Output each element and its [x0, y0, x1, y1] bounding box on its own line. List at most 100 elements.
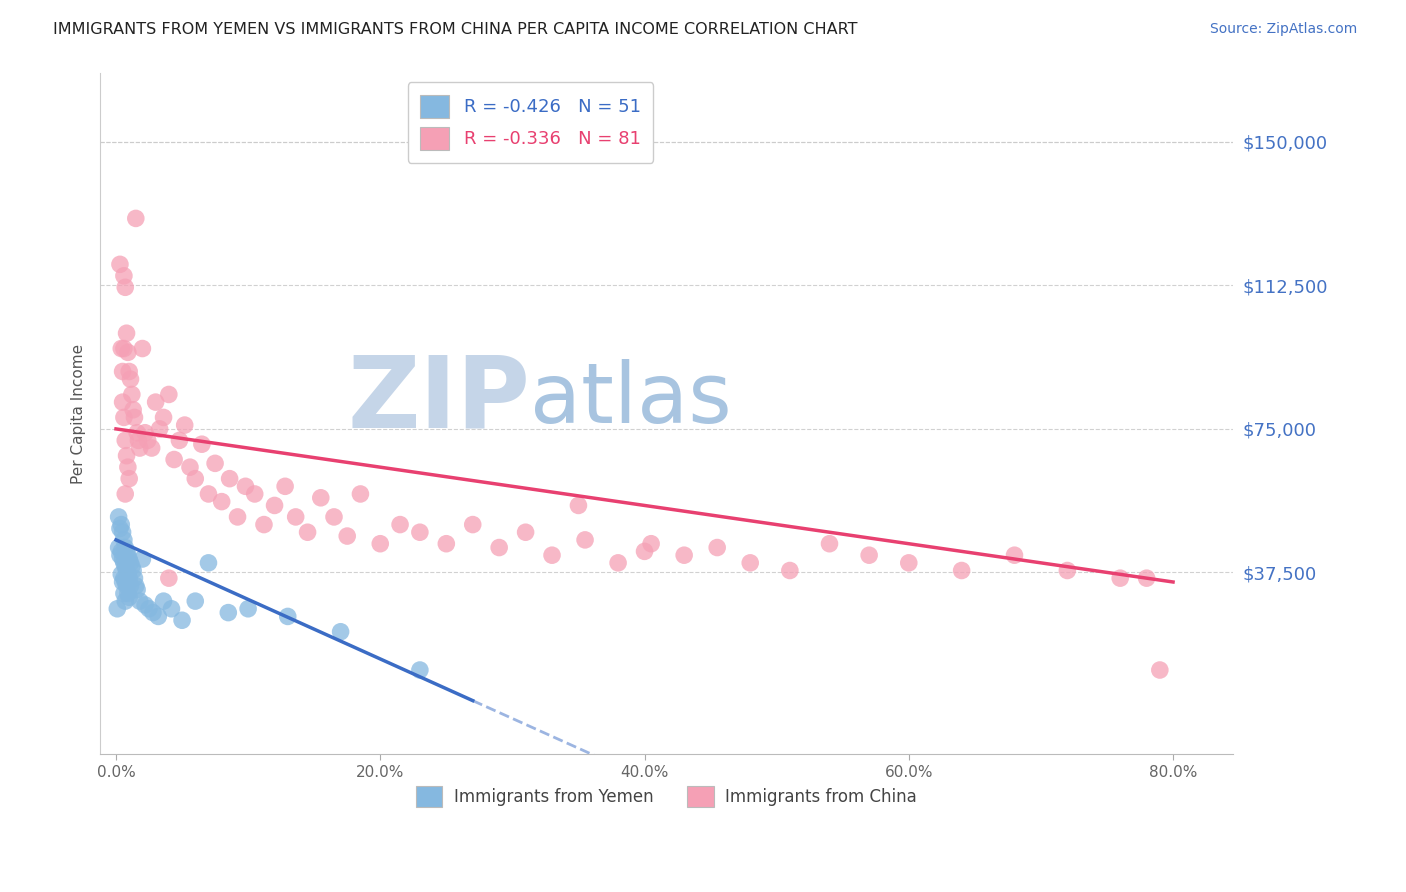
Point	[117, 586, 139, 600]
Point	[134, 425, 156, 440]
Point	[740, 556, 762, 570]
Point	[1056, 564, 1078, 578]
Point	[125, 211, 148, 226]
Point	[112, 268, 135, 283]
Point	[118, 571, 141, 585]
Point	[633, 544, 655, 558]
Point	[409, 525, 432, 540]
Text: atlas: atlas	[530, 359, 733, 441]
Point	[157, 387, 180, 401]
Point	[142, 606, 165, 620]
Point	[120, 372, 142, 386]
Point	[277, 609, 299, 624]
Point	[114, 559, 136, 574]
Point	[263, 499, 285, 513]
Point	[950, 564, 973, 578]
Point	[108, 257, 131, 271]
Point	[211, 494, 233, 508]
Point	[1109, 571, 1132, 585]
Point	[673, 548, 696, 562]
Point	[1136, 571, 1159, 585]
Point	[253, 517, 276, 532]
Point	[111, 574, 134, 589]
Point	[640, 537, 662, 551]
Text: Source: ZipAtlas.com: Source: ZipAtlas.com	[1209, 22, 1357, 37]
Point	[110, 342, 132, 356]
Point	[818, 537, 841, 551]
Point	[114, 280, 136, 294]
Point	[114, 574, 136, 589]
Point	[184, 594, 207, 608]
Point	[204, 456, 226, 470]
Point	[115, 564, 138, 578]
Point	[112, 556, 135, 570]
Point	[111, 364, 134, 378]
Point	[121, 387, 143, 401]
Point	[110, 517, 132, 532]
Point	[117, 345, 139, 359]
Text: ZIP: ZIP	[347, 351, 530, 449]
Point	[349, 487, 371, 501]
Point	[858, 548, 880, 562]
Point	[134, 598, 156, 612]
Point	[111, 395, 134, 409]
Point	[197, 487, 219, 501]
Point	[145, 395, 167, 409]
Point	[607, 556, 630, 570]
Point	[122, 402, 145, 417]
Point	[111, 552, 134, 566]
Point	[197, 556, 219, 570]
Point	[124, 410, 146, 425]
Point	[706, 541, 728, 555]
Point	[122, 564, 145, 578]
Point	[1149, 663, 1171, 677]
Point	[117, 567, 139, 582]
Point	[118, 591, 141, 605]
Legend: Immigrants from Yemen, Immigrants from China: Immigrants from Yemen, Immigrants from C…	[409, 780, 924, 814]
Point	[243, 487, 266, 501]
Point	[112, 586, 135, 600]
Point	[120, 556, 142, 570]
Point	[114, 487, 136, 501]
Point	[108, 521, 131, 535]
Point	[115, 449, 138, 463]
Point	[125, 579, 148, 593]
Point	[897, 556, 920, 570]
Point	[389, 517, 412, 532]
Point	[274, 479, 297, 493]
Point	[191, 437, 214, 451]
Point	[112, 533, 135, 547]
Point	[114, 594, 136, 608]
Point	[117, 460, 139, 475]
Text: IMMIGRANTS FROM YEMEN VS IMMIGRANTS FROM CHINA PER CAPITA INCOME CORRELATION CHA: IMMIGRANTS FROM YEMEN VS IMMIGRANTS FROM…	[53, 22, 858, 37]
Point	[128, 441, 150, 455]
Point	[131, 342, 153, 356]
Point	[236, 601, 259, 615]
Point	[110, 567, 132, 582]
Point	[114, 434, 136, 448]
Point	[329, 624, 352, 639]
Point	[118, 364, 141, 378]
Point	[128, 594, 150, 608]
Point	[118, 552, 141, 566]
Point	[409, 663, 432, 677]
Point	[309, 491, 332, 505]
Y-axis label: Per Capita Income: Per Capita Income	[72, 343, 86, 483]
Point	[115, 326, 138, 341]
Point	[127, 425, 149, 440]
Point	[461, 517, 484, 532]
Point	[152, 594, 174, 608]
Point	[127, 582, 149, 597]
Point	[567, 499, 589, 513]
Point	[107, 510, 129, 524]
Point	[779, 564, 801, 578]
Point	[218, 472, 240, 486]
Point	[235, 479, 257, 493]
Point	[226, 510, 249, 524]
Point	[574, 533, 596, 547]
Point	[368, 537, 391, 551]
Point	[515, 525, 537, 540]
Point	[115, 579, 138, 593]
Point	[111, 525, 134, 540]
Point	[114, 541, 136, 555]
